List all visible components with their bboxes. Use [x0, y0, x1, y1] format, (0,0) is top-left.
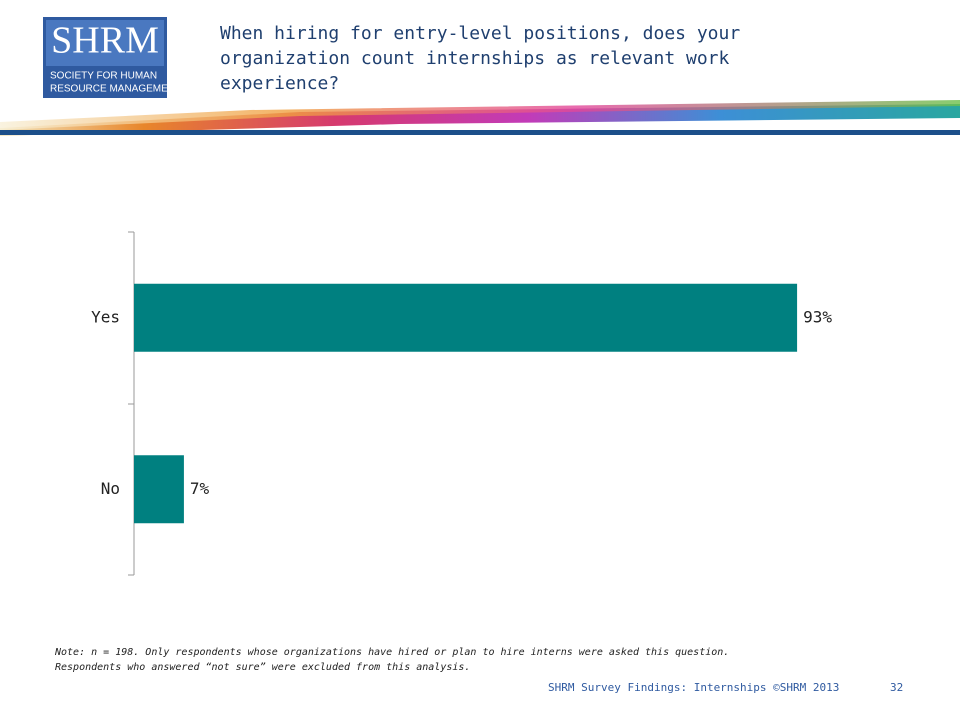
logo-subtitle: SOCIETY FOR HUMAN [50, 71, 157, 82]
y-tick-label: Yes [91, 307, 120, 326]
bar [134, 283, 798, 352]
data-label: 7% [190, 479, 210, 498]
page-number: 32 [890, 681, 903, 694]
y-tick-label: No [101, 479, 120, 498]
footer-source: SHRM Survey Findings: Internships ©SHRM … [548, 681, 839, 694]
chart-title: experience? [220, 73, 339, 94]
logo-inner [46, 20, 164, 66]
logo-subtitle: RESOURCE MANAGEMENT [50, 84, 181, 95]
note: Note: n = 198. Only respondents whose or… [54, 647, 729, 658]
banner-line [0, 130, 960, 135]
chart-title: organization count internships as releva… [220, 48, 729, 69]
data-label: 93% [803, 307, 832, 326]
note: Respondents who answered “not sure” were… [55, 662, 470, 673]
bar [134, 455, 184, 524]
chart-title: When hiring for entry-level positions, d… [220, 23, 740, 44]
logo-text: SHRM [51, 20, 159, 62]
banner-stripe [0, 100, 960, 130]
banner-stripe [0, 104, 960, 136]
